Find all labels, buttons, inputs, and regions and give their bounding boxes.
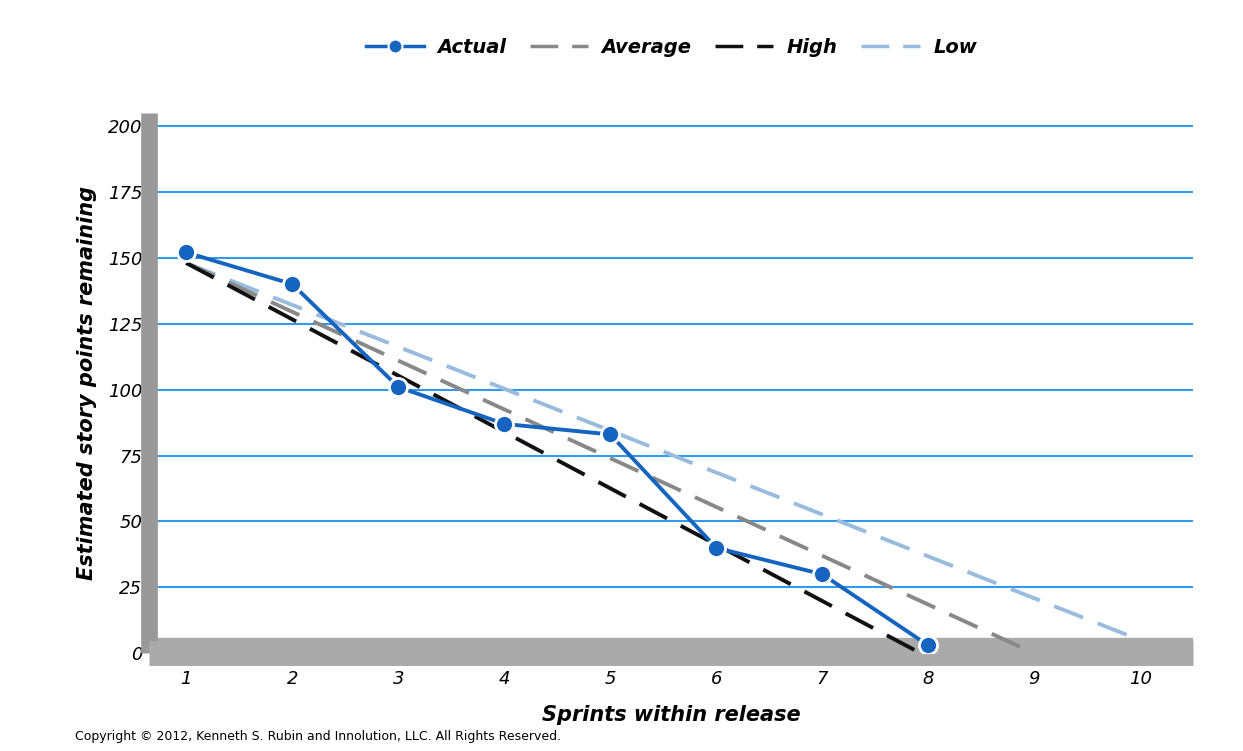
- X-axis label: Sprints within release: Sprints within release: [542, 704, 800, 725]
- Text: Copyright © 2012, Kenneth S. Rubin and Innolution, LLC. All Rights Reserved.: Copyright © 2012, Kenneth S. Rubin and I…: [75, 731, 561, 743]
- Legend: Actual, Average, High, Low: Actual, Average, High, Low: [358, 31, 984, 65]
- Bar: [149, 638, 1193, 653]
- Y-axis label: Estimated story points remaining: Estimated story points remaining: [77, 186, 97, 580]
